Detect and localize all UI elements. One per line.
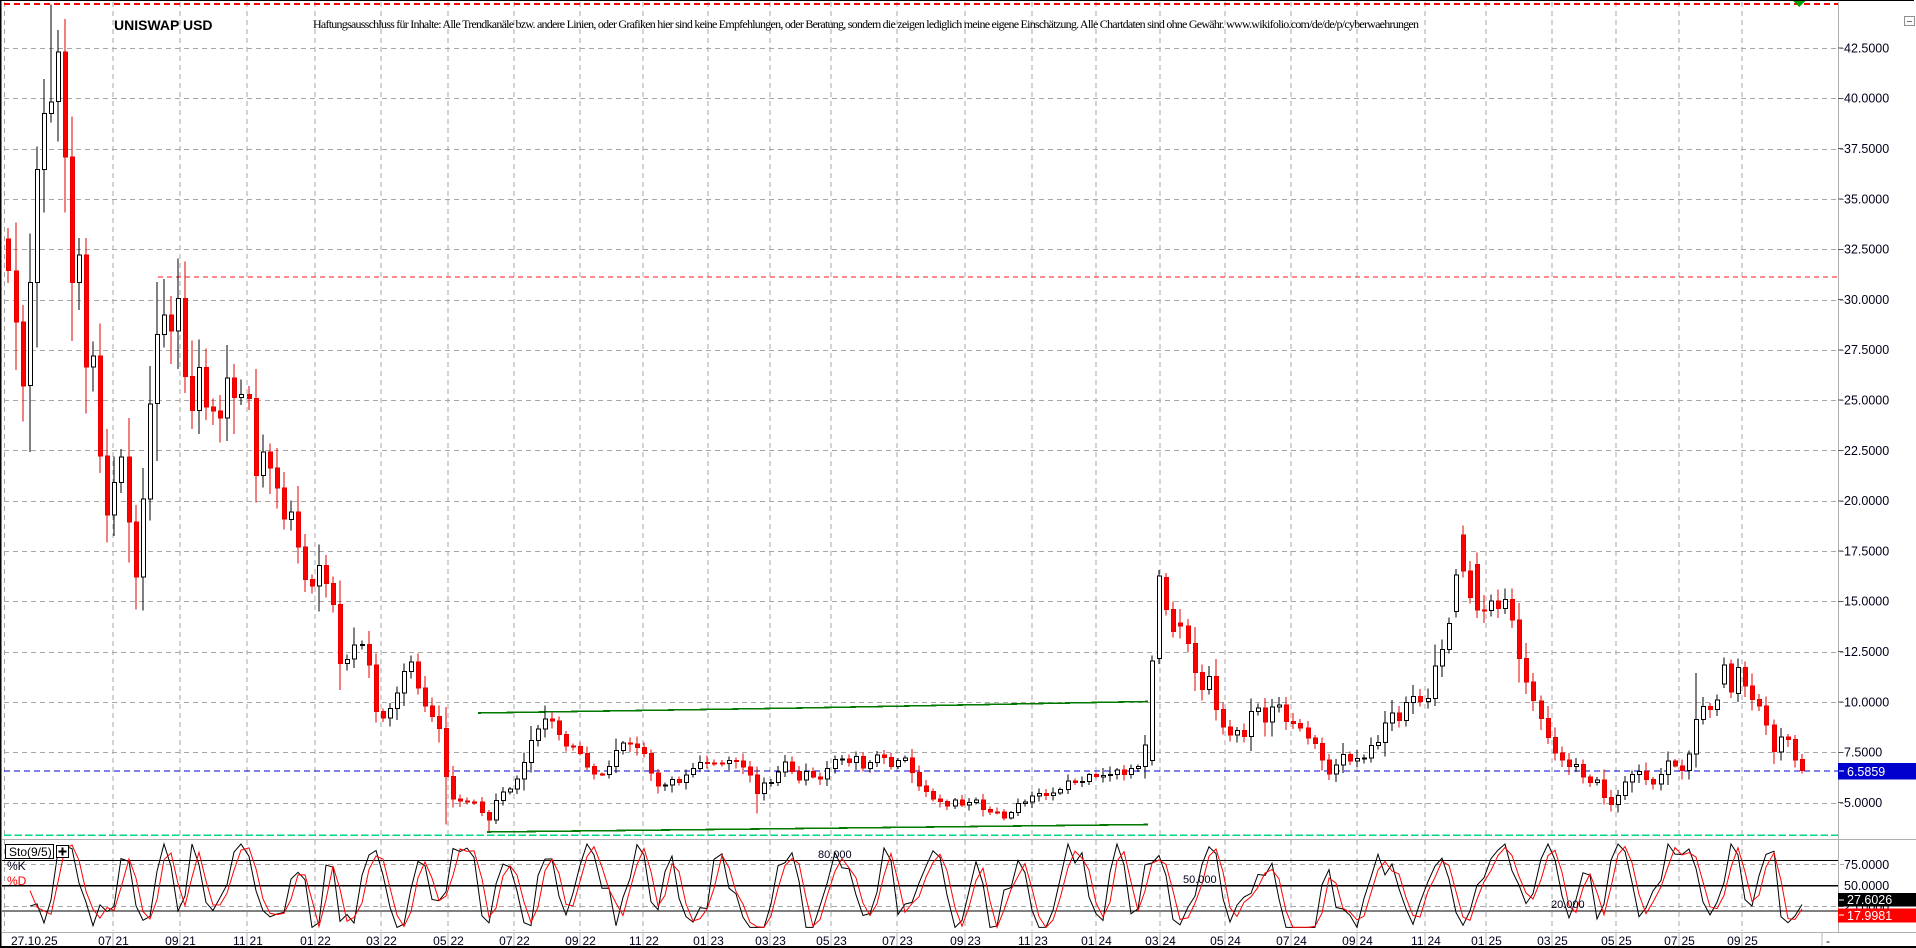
svg-text:11: 11 — [233, 934, 246, 948]
svg-text:25: 25 — [1489, 934, 1503, 948]
svg-text:25: 25 — [1745, 934, 1759, 948]
svg-text:27.10.25: 27.10.25 — [11, 934, 58, 948]
svg-text:03: 03 — [1145, 934, 1159, 948]
svg-text:22: 22 — [384, 934, 398, 948]
svg-text:15.0000: 15.0000 — [1844, 595, 1889, 609]
svg-text:09: 09 — [1727, 934, 1741, 948]
svg-text:22: 22 — [646, 934, 660, 948]
svg-text:40.0000: 40.0000 — [1844, 92, 1889, 106]
svg-text:05: 05 — [816, 934, 830, 948]
svg-text:05: 05 — [433, 934, 447, 948]
svg-text:11: 11 — [629, 934, 642, 948]
svg-text:09: 09 — [165, 934, 179, 948]
svg-text:09: 09 — [565, 934, 579, 948]
svg-text:6.5859: 6.5859 — [1847, 765, 1885, 779]
svg-text:22: 22 — [451, 934, 465, 948]
svg-text:21: 21 — [250, 934, 264, 948]
svg-text:21: 21 — [116, 934, 130, 948]
svg-text:24: 24 — [1428, 934, 1442, 948]
svg-text:25: 25 — [1682, 934, 1696, 948]
svg-text:23: 23 — [773, 934, 787, 948]
svg-text:07: 07 — [499, 934, 513, 948]
svg-text:27.6026: 27.6026 — [1847, 893, 1892, 907]
svg-text:10.0000: 10.0000 — [1844, 695, 1889, 709]
svg-text:24: 24 — [1099, 934, 1113, 948]
svg-text:35.0000: 35.0000 — [1844, 192, 1889, 206]
svg-text:17.9981: 17.9981 — [1847, 909, 1892, 923]
svg-text:24: 24 — [1360, 934, 1374, 948]
svg-text:23: 23 — [834, 934, 848, 948]
svg-text:03: 03 — [366, 934, 380, 948]
svg-text:22: 22 — [517, 934, 531, 948]
svg-text:05: 05 — [1210, 934, 1224, 948]
svg-text:21: 21 — [183, 934, 197, 948]
svg-text:09: 09 — [1342, 934, 1356, 948]
svg-text:27.5000: 27.5000 — [1844, 343, 1889, 357]
svg-text:-: - — [1826, 934, 1830, 948]
svg-text:5.0000: 5.0000 — [1844, 796, 1882, 810]
svg-text:25.0000: 25.0000 — [1844, 394, 1889, 408]
svg-text:22: 22 — [318, 934, 332, 948]
svg-text:24: 24 — [1163, 934, 1177, 948]
svg-text:30.0000: 30.0000 — [1844, 293, 1889, 307]
svg-text:24: 24 — [1294, 934, 1308, 948]
svg-text:03: 03 — [755, 934, 769, 948]
svg-text:12.5000: 12.5000 — [1844, 645, 1889, 659]
svg-text:Sto(9/5): Sto(9/5) — [9, 845, 52, 859]
svg-text:%K: %K — [7, 859, 26, 873]
svg-text:50.000: 50.000 — [1183, 874, 1217, 886]
svg-text:07: 07 — [98, 934, 112, 948]
svg-text:80.000: 80.000 — [818, 849, 852, 861]
svg-text:23: 23 — [1035, 934, 1049, 948]
svg-text:42.5000: 42.5000 — [1844, 41, 1889, 55]
svg-text:01: 01 — [693, 934, 707, 948]
svg-text:%D: %D — [7, 874, 27, 888]
svg-text:07: 07 — [1276, 934, 1290, 948]
svg-text:50.0000: 50.0000 — [1844, 879, 1889, 893]
svg-text:22.5000: 22.5000 — [1844, 444, 1889, 458]
svg-text:23: 23 — [968, 934, 982, 948]
svg-text:22: 22 — [583, 934, 597, 948]
svg-text:03: 03 — [1537, 934, 1551, 948]
svg-text:11: 11 — [1018, 934, 1031, 948]
svg-text:32.5000: 32.5000 — [1844, 243, 1889, 257]
svg-text:17.5000: 17.5000 — [1844, 544, 1889, 558]
svg-text:20.000: 20.000 — [1551, 899, 1585, 911]
svg-text:07: 07 — [882, 934, 896, 948]
svg-text:25: 25 — [1619, 934, 1633, 948]
svg-text:25: 25 — [1555, 934, 1569, 948]
svg-text:01: 01 — [1471, 934, 1485, 948]
svg-text:7.5000: 7.5000 — [1844, 746, 1882, 760]
svg-text:11: 11 — [1411, 934, 1424, 948]
svg-text:09: 09 — [950, 934, 964, 948]
svg-text:Haftungsausschluss für Inhalte: Haftungsausschluss für Inhalte: Alle Tre… — [313, 17, 1419, 31]
svg-text:37.5000: 37.5000 — [1844, 142, 1889, 156]
svg-text:20.0000: 20.0000 — [1844, 494, 1889, 508]
svg-text:UNISWAP USD: UNISWAP USD — [114, 17, 213, 33]
svg-text:07: 07 — [1664, 934, 1678, 948]
svg-text:23: 23 — [711, 934, 725, 948]
svg-text:24: 24 — [1228, 934, 1242, 948]
svg-text:75.0000: 75.0000 — [1844, 858, 1889, 872]
svg-text:01: 01 — [1081, 934, 1095, 948]
svg-text:01: 01 — [300, 934, 314, 948]
svg-text:05: 05 — [1601, 934, 1615, 948]
svg-text:23: 23 — [900, 934, 914, 948]
